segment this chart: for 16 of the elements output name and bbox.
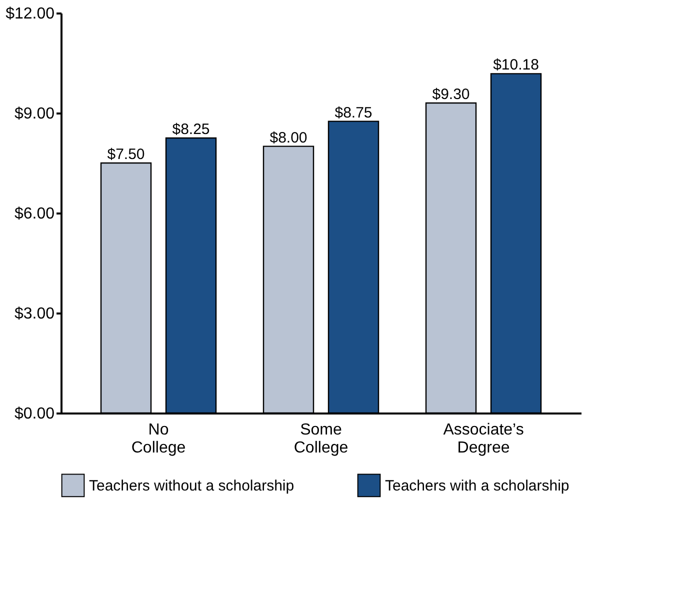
y-tick-label: $9.00 xyxy=(14,106,55,122)
x-tick-label: Associate’s Degree xyxy=(443,422,524,456)
legend-label: Teachers without a scholarship xyxy=(89,477,294,494)
x-tick-label: Some College xyxy=(294,422,348,456)
x-tick-label: No College xyxy=(131,422,186,456)
legend-label: Teachers with a scholarship xyxy=(385,477,570,494)
y-tick-label: $3.00 xyxy=(14,306,55,322)
text: $8.25 xyxy=(172,121,210,138)
y-tick-label: $0.00 xyxy=(14,406,55,422)
text: $7.50 xyxy=(107,146,145,163)
text: $8.75 xyxy=(334,104,372,122)
text: $10.18 xyxy=(493,56,539,74)
y-tick-label: $12.00 xyxy=(6,6,55,22)
text: $9.30 xyxy=(432,86,470,103)
y-tick-label: $6.00 xyxy=(14,206,55,222)
text: $8.00 xyxy=(270,129,308,146)
